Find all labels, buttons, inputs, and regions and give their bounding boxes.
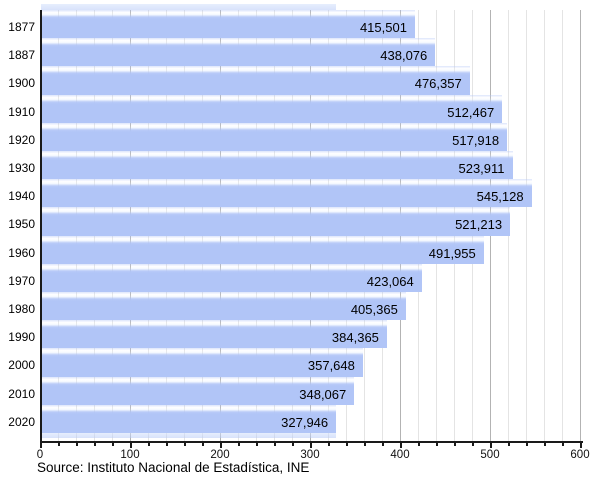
x-axis-tick-minor <box>148 442 150 446</box>
bar-1950: 521,213 <box>41 207 511 236</box>
bar-1970: 423,064 <box>41 263 422 292</box>
x-axis-tick-major <box>40 442 42 448</box>
x-axis-tick-major <box>220 442 222 448</box>
bar-2010: 348,067 <box>41 376 355 405</box>
year-label-1990: 1990 <box>8 330 35 345</box>
bar-value-label: 384,365 <box>331 330 379 346</box>
x-axis-tick-minor <box>202 442 204 446</box>
bar-1887: 438,076 <box>41 38 436 67</box>
x-tick-label-400: 400 <box>390 449 410 461</box>
x-axis-line <box>40 441 583 443</box>
bar-2020: 327,946 <box>41 404 337 433</box>
x-axis-tick-minor <box>256 442 258 446</box>
x-axis-tick-minor <box>382 442 384 446</box>
year-label-1887: 1887 <box>8 48 35 63</box>
x-axis-tick-minor <box>238 442 240 446</box>
year-label-1940: 1940 <box>8 189 35 204</box>
year-label-1930: 1930 <box>8 161 35 175</box>
bar-2000: 357,648 <box>41 348 363 377</box>
bar-1877: 415,501 <box>41 10 415 39</box>
x-axis-tick-minor <box>112 442 114 446</box>
bar-value-label: 357,648 <box>307 358 355 374</box>
year-label-2000: 2000 <box>8 358 35 373</box>
x-axis-tick-minor <box>328 442 330 446</box>
bar-value-label: 423,064 <box>366 273 414 289</box>
x-axis-tick-minor <box>166 442 168 446</box>
x-axis-tick-minor <box>184 442 186 446</box>
bar-1930: 523,911 <box>41 151 513 180</box>
year-label-1980: 1980 <box>8 302 35 316</box>
x-axis-tick-minor <box>94 442 96 446</box>
x-axis-tick-minor <box>274 442 276 446</box>
x-tick-label-200: 200 <box>210 449 230 461</box>
x-axis-tick-minor <box>58 442 60 446</box>
bar-1910: 512,467 <box>41 94 503 123</box>
x-axis-tick-minor <box>472 442 474 446</box>
x-tick-label-0: 0 <box>36 449 44 461</box>
year-label-1920: 1920 <box>8 132 35 147</box>
plot-area: 415,501 438,076 476,357 512,467 517,918 523,9… <box>40 10 583 441</box>
x-axis-tick-major <box>490 442 492 448</box>
bar-1920: 517,918 <box>41 122 508 151</box>
year-label-1960: 1960 <box>8 245 35 260</box>
gridline-minor <box>526 10 527 441</box>
year-label-1970: 1970 <box>8 273 35 288</box>
x-axis-tick-minor <box>508 442 510 446</box>
bars-container: 415,501 438,076 476,357 512,467 517,918 523,9… <box>41 10 583 433</box>
x-axis-tick-minor <box>436 442 438 446</box>
year-label-2010: 2010 <box>8 386 35 401</box>
gridline-major <box>580 10 581 441</box>
bar-1900: 476,357 <box>41 66 470 95</box>
gridline-minor <box>544 10 545 441</box>
bar-value-label: 415,501 <box>359 20 407 35</box>
bar-1940: 545,128 <box>41 179 532 208</box>
year-label-2020: 2020 <box>8 414 35 429</box>
year-label-1950: 1950 <box>8 217 35 232</box>
bar-1960: 491,955 <box>41 235 484 264</box>
bar-1990: 384,365 <box>41 320 387 349</box>
year-label-1877: 1877 <box>8 20 35 34</box>
bar-value-label: 327,946 <box>281 414 329 430</box>
bar-value-label: 523,911 <box>458 161 505 176</box>
bar-value-label: 438,076 <box>380 48 428 64</box>
x-axis-tick-major <box>310 442 312 448</box>
source-note: Source: Instituto Nacional de Estadístic… <box>37 460 310 475</box>
y-axis-line <box>40 10 42 441</box>
x-axis-tick-minor <box>454 442 456 446</box>
bar-value-label: 348,067 <box>299 386 347 402</box>
x-tick-label-500: 500 <box>480 449 500 461</box>
x-axis-tick-minor <box>292 442 294 446</box>
gridline-minor <box>562 10 563 441</box>
bar-value-label: 491,955 <box>428 245 476 261</box>
x-tick-label-300: 300 <box>300 449 320 461</box>
x-tick-label-600: 600 <box>570 449 590 461</box>
x-axis-tick-major <box>400 442 402 448</box>
year-label-1910: 1910 <box>8 104 35 119</box>
year-label-1900: 1900 <box>8 76 35 91</box>
bar-value-label: 512,467 <box>447 104 495 120</box>
bar-value-label: 476,357 <box>414 76 462 92</box>
bar-1980: 405,365 <box>41 292 406 321</box>
x-axis-tick-major <box>580 442 582 448</box>
x-axis-tick-minor <box>346 442 348 446</box>
x-axis-tick-minor <box>562 442 564 446</box>
bar-value-label: 517,918 <box>452 132 500 148</box>
bottom-edge-strip <box>41 433 337 438</box>
bar-value-label: 521,213 <box>455 217 503 233</box>
x-axis-tick-minor <box>76 442 78 446</box>
x-axis-tick-minor <box>364 442 366 446</box>
x-axis-tick-minor <box>526 442 528 446</box>
x-axis-tick-major <box>130 442 132 448</box>
x-axis-tick-minor <box>544 442 546 446</box>
top-edge-strip <box>41 4 337 10</box>
x-axis-tick-minor <box>418 442 420 446</box>
bar-value-label: 545,128 <box>476 189 524 205</box>
bar-value-label: 405,365 <box>350 302 398 317</box>
x-tick-label-100: 100 <box>120 449 140 461</box>
